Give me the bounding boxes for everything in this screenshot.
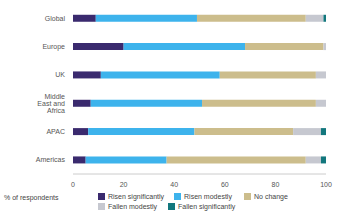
svg-text:MiddleEast andAfrica: MiddleEast andAfrica: [37, 93, 65, 114]
html-text:No change: No change: [254, 193, 288, 200]
html-text:Risen modestly: Risen modestly: [184, 193, 232, 200]
svg-text:100: 100: [320, 181, 332, 188]
html-text:Risen significantly: Risen significantly: [108, 193, 164, 200]
svg-text:60: 60: [221, 181, 229, 188]
html-text:Fallen significantly: Fallen significantly: [178, 203, 236, 210]
svg-text:80: 80: [272, 181, 280, 188]
svg-text:20: 20: [120, 181, 128, 188]
svg-text:APAC: APAC: [46, 128, 65, 135]
svg-text:Americas: Americas: [36, 156, 66, 163]
svg-text:Global: Global: [45, 15, 66, 22]
svg-text:UK: UK: [55, 71, 65, 78]
svg-text:40: 40: [170, 181, 178, 188]
html-text:Fallen modestly: Fallen modestly: [108, 203, 157, 210]
svg-text:Europe: Europe: [42, 43, 65, 51]
svg-text:0: 0: [71, 181, 75, 188]
html-text:% of respondents: % of respondents: [4, 194, 59, 201]
